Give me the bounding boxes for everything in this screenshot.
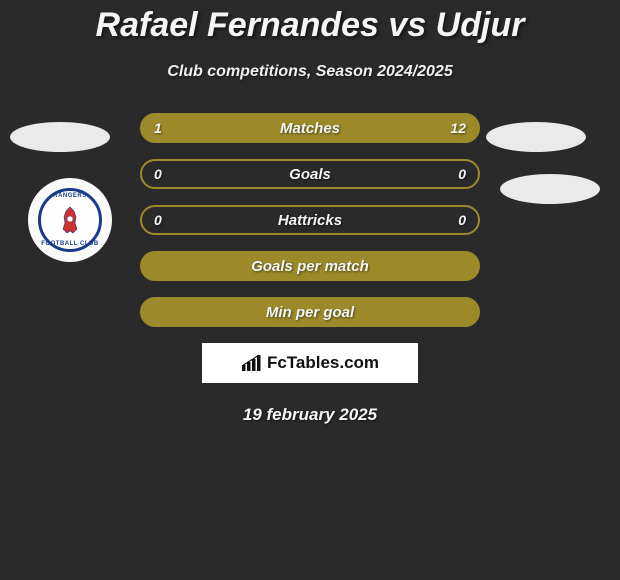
subtitle: Club competitions, Season 2024/2025 xyxy=(0,63,620,81)
stat-value-right: 12 xyxy=(450,120,466,136)
club-badge-text-top: RANGERS xyxy=(53,193,87,199)
stat-value-right: 0 xyxy=(458,212,466,228)
stat-value-left: 0 xyxy=(154,166,162,182)
stat-row-goals: 0 Goals 0 xyxy=(140,159,480,189)
stat-row-hattricks: 0 Hattricks 0 xyxy=(140,205,480,235)
bar-chart-icon xyxy=(241,354,263,372)
club-badge-ring: RANGERS FOOTBALL CLUB xyxy=(38,188,102,252)
stat-value-left: 0 xyxy=(154,212,162,228)
player-photo-placeholder-left xyxy=(10,122,110,152)
stat-row-min-per-goal: Min per goal xyxy=(140,297,480,327)
player-photo-placeholder-right-2 xyxy=(500,174,600,204)
page-title: Rafael Fernandes vs Udjur xyxy=(0,0,620,45)
stat-value-right: 0 xyxy=(458,166,466,182)
stat-label: Min per goal xyxy=(266,304,354,321)
lion-icon xyxy=(57,205,83,235)
club-badge: RANGERS FOOTBALL CLUB xyxy=(28,178,112,262)
brand-text: FcTables.com xyxy=(267,353,379,373)
stat-value-left: 1 xyxy=(154,120,162,136)
stat-label: Goals xyxy=(289,166,331,183)
stat-label: Matches xyxy=(280,120,340,137)
brand-watermark: FcTables.com xyxy=(202,343,418,383)
stat-row-matches: 1 Matches 12 xyxy=(140,113,480,143)
club-badge-text-bottom: FOOTBALL CLUB xyxy=(41,241,98,247)
stat-row-goals-per-match: Goals per match xyxy=(140,251,480,281)
stat-label: Hattricks xyxy=(278,212,342,229)
date-label: 19 february 2025 xyxy=(0,405,620,425)
stat-label: Goals per match xyxy=(251,258,369,275)
player-photo-placeholder-right-1 xyxy=(486,122,586,152)
